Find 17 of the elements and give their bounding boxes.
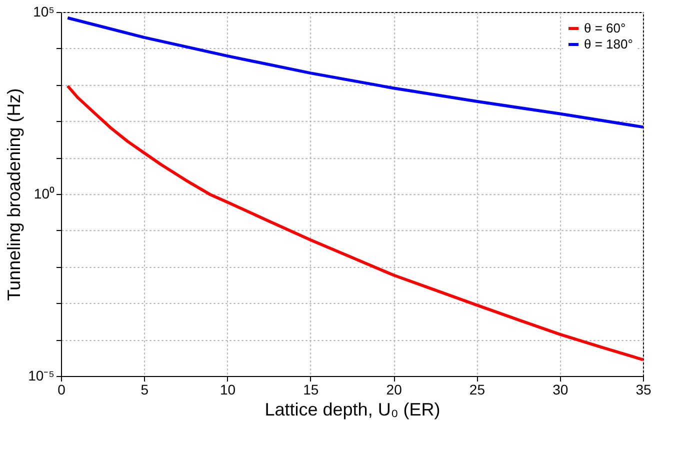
- y-axis-title: Tunneling broadening (Hz): [4, 88, 24, 301]
- x-tick-label: 0: [58, 382, 66, 398]
- y-tick-label: 10⁰: [34, 186, 54, 202]
- x-tick-label: 25: [469, 382, 486, 398]
- legend-label: θ = 60°: [584, 20, 626, 36]
- y-tick-label: 10⁵: [33, 4, 54, 20]
- x-axis-title: Lattice depth, U₀ (ER): [264, 400, 440, 420]
- x-tick-label: 5: [140, 382, 149, 398]
- line-series: [66, 84, 644, 362]
- x-tick-label: 30: [552, 382, 568, 398]
- line-series: [66, 16, 644, 129]
- x-tick-label: 35: [636, 382, 652, 398]
- x-tick-label: 15: [303, 382, 319, 398]
- legend-label: θ = 180°: [584, 36, 633, 52]
- x-tick-label: 10: [220, 382, 236, 398]
- x-tick-label: 20: [386, 382, 402, 398]
- y-tick-label: 10⁻⁵: [28, 368, 54, 384]
